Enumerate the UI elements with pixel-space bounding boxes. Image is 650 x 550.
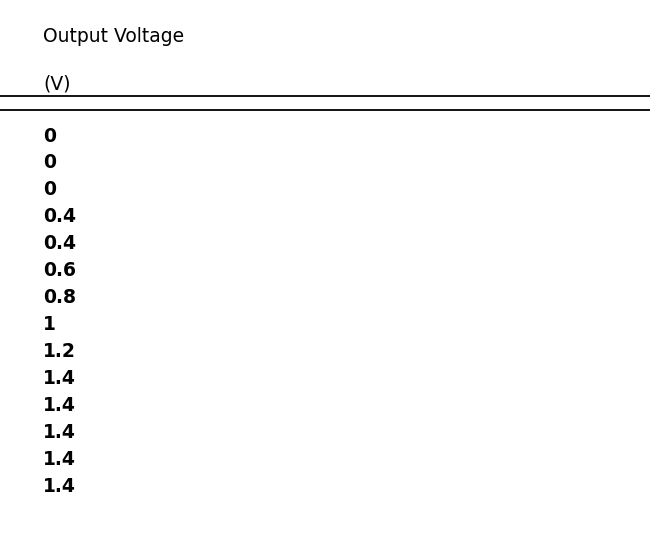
Text: 0.4: 0.4 <box>44 234 76 254</box>
Text: 1.2: 1.2 <box>44 342 76 361</box>
Text: 0: 0 <box>44 180 57 200</box>
Text: 0: 0 <box>44 126 57 146</box>
Text: 0.8: 0.8 <box>44 288 76 307</box>
Text: 0.6: 0.6 <box>44 261 76 280</box>
Text: 1.4: 1.4 <box>44 450 76 469</box>
Text: 1.4: 1.4 <box>44 423 76 442</box>
Text: 1.4: 1.4 <box>44 396 76 415</box>
Text: (V): (V) <box>44 74 71 94</box>
Text: Output Voltage: Output Voltage <box>44 28 185 47</box>
Text: 0.4: 0.4 <box>44 207 76 227</box>
Text: 0: 0 <box>44 153 57 173</box>
Text: 1: 1 <box>44 315 56 334</box>
Text: 1.4: 1.4 <box>44 369 76 388</box>
Text: 1.4: 1.4 <box>44 477 76 496</box>
